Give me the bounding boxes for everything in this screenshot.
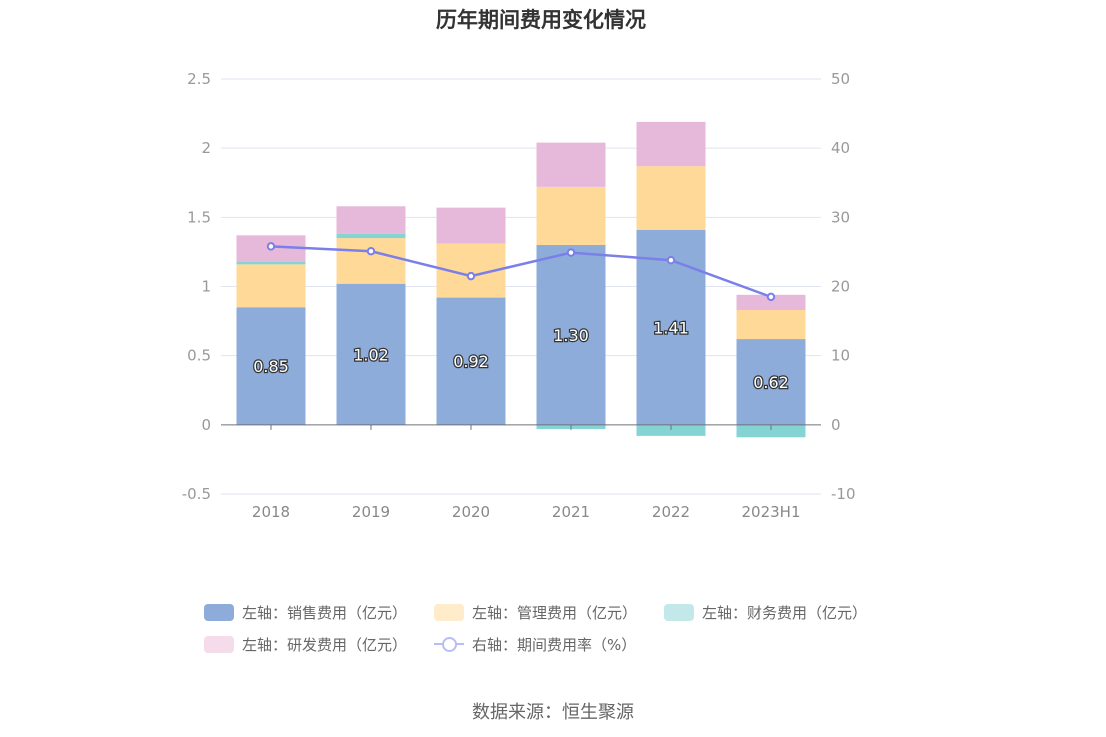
x-axis-tick-label: 2021 <box>552 503 590 521</box>
left-axis-tick-label: 2 <box>201 139 211 157</box>
legend-item-rnd[interactable]: 左轴：研发费用（亿元） <box>204 632 407 656</box>
legend-swatch-finance <box>664 603 694 621</box>
bar-value-label: 0.92 <box>453 352 489 371</box>
sales-bar <box>736 339 806 425</box>
right-axis-tick-label: -10 <box>831 485 856 503</box>
rate-point <box>766 292 776 302</box>
admin-bar <box>336 238 406 284</box>
rate-point <box>266 242 276 251</box>
rate-line <box>270 245 772 299</box>
legend-item-finance[interactable]: 左轴：财务费用（亿元） <box>664 600 867 624</box>
legend-label-finance: 左轴：财务费用（亿元） <box>702 603 868 622</box>
rnd-bar <box>436 207 506 244</box>
bars <box>236 121 806 438</box>
x-axis-tick-label: 2019 <box>352 503 390 521</box>
bar-value-label: 0.62 <box>753 373 789 392</box>
left-axis-tick-label: -0.5 <box>182 485 211 503</box>
sales-bar <box>436 297 506 425</box>
legend-swatch-sales <box>204 603 234 621</box>
rate-point <box>566 248 576 257</box>
sales-bar <box>336 283 406 425</box>
x-axis: 2018 2019 2020 2021 2022 2023H1 <box>252 503 801 521</box>
left-axis-tick-label: 0.5 <box>187 347 211 365</box>
left-axis-tick-label: 1.5 <box>187 208 211 226</box>
right-axis-tick-label: 30 <box>831 208 850 226</box>
rnd-bar <box>536 142 606 187</box>
rnd-bar <box>636 121 706 167</box>
admin-bar <box>636 166 706 230</box>
legend-item-rate[interactable]: 右轴：期间费用率（%） <box>434 632 636 656</box>
sales-bar <box>236 307 306 425</box>
admin-bar <box>536 186 606 245</box>
bar-value-label: 1.02 <box>353 345 389 364</box>
expense-rate-line <box>266 242 776 302</box>
rnd-bar <box>736 294 806 311</box>
sales-bar <box>536 245 606 425</box>
x-axis-tick-label: 2018 <box>252 503 290 521</box>
legend-label-admin: 左轴：管理费用（亿元） <box>472 603 638 622</box>
left-axis: 2.5 2 1.5 1 0.5 0 -0.5 <box>182 70 211 503</box>
admin-bar <box>236 264 306 308</box>
grid-lines <box>221 78 821 495</box>
legend-label-rnd: 左轴：研发费用（亿元） <box>242 635 408 654</box>
left-axis-tick-label: 2.5 <box>187 70 211 88</box>
right-axis-tick-label: 0 <box>831 416 841 434</box>
rate-point <box>366 247 376 256</box>
rate-point <box>466 271 476 281</box>
x-axis-tick-label: 2020 <box>452 503 490 521</box>
bar-value-label: 1.30 <box>553 326 589 345</box>
data-source: 数据来源：恒生聚源 <box>472 702 634 723</box>
legend-label-sales: 左轴：销售费用（亿元） <box>242 603 408 622</box>
rnd-bar <box>336 206 406 234</box>
right-axis-tick-label: 10 <box>831 347 850 365</box>
finance-bar <box>736 424 806 438</box>
rate-point <box>666 256 676 265</box>
legend-item-sales[interactable]: 左轴：销售费用（亿元） <box>204 600 407 624</box>
bar-value-label: 1.41 <box>653 318 689 337</box>
chart-title: 历年期间费用变化情况 <box>436 8 646 32</box>
x-axis-line <box>221 424 821 430</box>
finance-bar <box>636 424 706 436</box>
x-axis-tick-label: 2023H1 <box>742 503 801 521</box>
left-axis-tick-label: 0 <box>201 416 211 434</box>
legend-swatch-rnd <box>204 635 234 653</box>
chart-plot: 2.5 2 1.5 1 0.5 0 -0.5 50 40 30 20 10 0 -10 2018 2019… <box>182 70 856 521</box>
legend-label-rate: 右轴：期间费用率（%） <box>472 635 637 654</box>
right-axis-tick-label: 40 <box>831 139 850 157</box>
finance-bar <box>336 233 406 239</box>
admin-bar <box>736 310 806 340</box>
bar-value-label: 0.85 <box>253 357 289 376</box>
right-axis: 50 40 30 20 10 0 -10 <box>831 70 856 503</box>
legend-item-admin[interactable]: 左轴：管理费用（亿元） <box>434 600 637 624</box>
bar-labels: 0.85 1.02 0.92 1.30 1.41 0.62 <box>252 317 790 393</box>
x-axis-tick-label: 2022 <box>652 503 690 521</box>
right-axis-tick-label: 50 <box>831 70 850 88</box>
legend-swatch-admin <box>434 603 464 621</box>
finance-bar <box>236 261 306 265</box>
legend-line-icon <box>434 635 464 653</box>
right-axis-tick-label: 20 <box>831 278 850 296</box>
left-axis-tick-label: 1 <box>201 278 211 296</box>
